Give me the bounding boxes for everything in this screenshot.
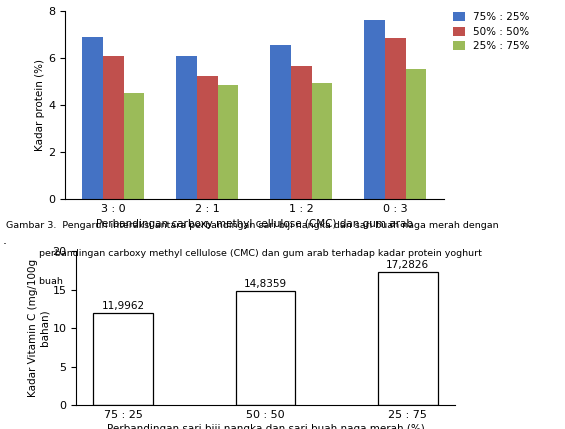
Bar xyxy=(93,313,153,405)
Legend: 75% : 25%, 50% : 50%, 25% : 75%: 75% : 25%, 50% : 50%, 25% : 75% xyxy=(453,12,530,51)
Bar xyxy=(312,83,332,199)
Bar xyxy=(291,66,312,199)
Bar xyxy=(103,55,124,199)
Bar xyxy=(218,85,238,199)
Bar xyxy=(406,69,427,199)
Bar xyxy=(197,76,218,199)
Text: perbandingan carboxy methyl cellulose (CMC) dan gum arab terhadap kadar protein : perbandingan carboxy methyl cellulose (C… xyxy=(6,249,481,258)
Text: 11,9962: 11,9962 xyxy=(102,301,145,311)
X-axis label: Perbandingan carboxy methyl cellulose (CMC) dan gum arab: Perbandingan carboxy methyl cellulose (C… xyxy=(95,218,413,229)
Y-axis label: Kadar Vitamin C (mg/100g
bahan): Kadar Vitamin C (mg/100g bahan) xyxy=(28,259,50,397)
Bar xyxy=(124,94,144,199)
X-axis label: Perbandingan sari biji nangka dan sari buah naga merah (%): Perbandingan sari biji nangka dan sari b… xyxy=(107,424,424,429)
Bar xyxy=(176,55,197,199)
Bar xyxy=(270,45,291,199)
Y-axis label: Kadar protein (%): Kadar protein (%) xyxy=(36,59,45,151)
Bar xyxy=(385,38,406,199)
Bar xyxy=(378,272,438,405)
Text: .: . xyxy=(3,234,7,247)
Bar xyxy=(364,20,385,199)
Text: buah: buah xyxy=(6,277,63,286)
Bar xyxy=(82,36,103,199)
Text: Gambar 3.  Pengaruh interaksi antara perbandingan sari biji nangka dan sari buah: Gambar 3. Pengaruh interaksi antara perb… xyxy=(6,221,498,230)
Text: 14,8359: 14,8359 xyxy=(244,279,287,289)
Bar xyxy=(236,291,295,405)
Text: 17,2826: 17,2826 xyxy=(386,260,429,270)
